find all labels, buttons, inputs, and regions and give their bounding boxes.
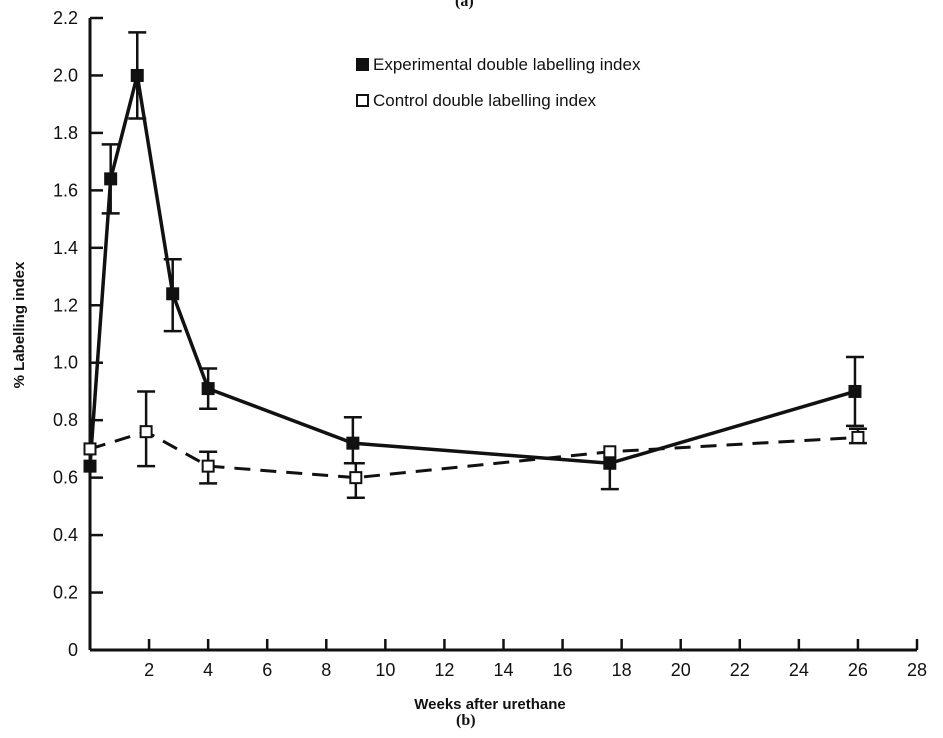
series-layer bbox=[83, 31, 867, 499]
data-point bbox=[201, 382, 215, 396]
x-tick-label: 6 bbox=[262, 660, 272, 680]
series-2 bbox=[83, 390, 867, 499]
x-tick-label: 18 bbox=[612, 660, 632, 680]
y-axis-ticks: 0 0.2 0.4 0.6 0.8 1.0 1.2 1.4 1.6 1.8 2.0 2.2 bbox=[53, 8, 103, 660]
x-tick-label: 26 bbox=[848, 660, 868, 680]
data-point bbox=[83, 459, 97, 473]
y-tick-label: 0.2 bbox=[53, 583, 78, 603]
y-tick-label: 1.8 bbox=[53, 123, 78, 143]
y-axis-title: % Labelling index bbox=[11, 261, 28, 388]
legend-label: Control double labelling index bbox=[373, 91, 597, 110]
x-tick-label: 14 bbox=[493, 660, 513, 680]
x-tick-label: 8 bbox=[321, 660, 331, 680]
y-tick-label: 0.8 bbox=[53, 410, 78, 430]
series-1 bbox=[83, 31, 864, 491]
x-tick-label: 22 bbox=[730, 660, 750, 680]
x-tick-label: 2 bbox=[144, 660, 154, 680]
x-axis-ticks: 2 4 6 8 10 12 14 16 18 20 22 24 26 28 bbox=[144, 639, 927, 680]
y-tick-label: 1.0 bbox=[53, 353, 78, 373]
x-axis-title: Weeks after urethane bbox=[414, 696, 565, 713]
data-point bbox=[603, 456, 617, 470]
y-tick-label: 0.4 bbox=[53, 525, 78, 545]
data-point bbox=[104, 172, 118, 186]
x-tick-label: 4 bbox=[203, 660, 213, 680]
data-point bbox=[346, 436, 360, 450]
data-point bbox=[166, 287, 180, 301]
series-line bbox=[88, 75, 856, 467]
legend: Experimental double labelling index Contr… bbox=[356, 55, 641, 110]
data-point bbox=[603, 445, 617, 459]
y-tick-label: 0 bbox=[68, 640, 78, 660]
data-point bbox=[848, 384, 862, 398]
y-tick-label: 1.2 bbox=[53, 295, 78, 315]
data-point bbox=[201, 459, 215, 473]
x-tick-label: 20 bbox=[671, 660, 691, 680]
legend-label: Experimental double labelling index bbox=[373, 55, 641, 74]
y-tick-label: 1.4 bbox=[53, 238, 78, 258]
x-tick-label: 12 bbox=[434, 660, 454, 680]
data-point bbox=[130, 68, 144, 82]
axes bbox=[88, 18, 917, 652]
y-tick-label: 1.6 bbox=[53, 180, 78, 200]
series-line bbox=[89, 430, 859, 480]
legend-marker bbox=[356, 58, 369, 71]
data-point bbox=[83, 442, 97, 456]
data-point bbox=[139, 425, 153, 439]
x-tick-label: 10 bbox=[375, 660, 395, 680]
legend-marker bbox=[356, 94, 369, 107]
figure-caption-top: (a) bbox=[455, 0, 474, 10]
y-tick-label: 0.6 bbox=[53, 468, 78, 488]
x-tick-label: 28 bbox=[907, 660, 927, 680]
y-tick-label: 2.2 bbox=[53, 8, 78, 28]
x-tick-label: 16 bbox=[553, 660, 573, 680]
y-tick-label: 2.0 bbox=[53, 65, 78, 85]
figure-caption-bottom: (b) bbox=[456, 712, 476, 729]
data-point bbox=[851, 430, 865, 444]
x-tick-label: 24 bbox=[789, 660, 809, 680]
data-point bbox=[349, 471, 363, 485]
